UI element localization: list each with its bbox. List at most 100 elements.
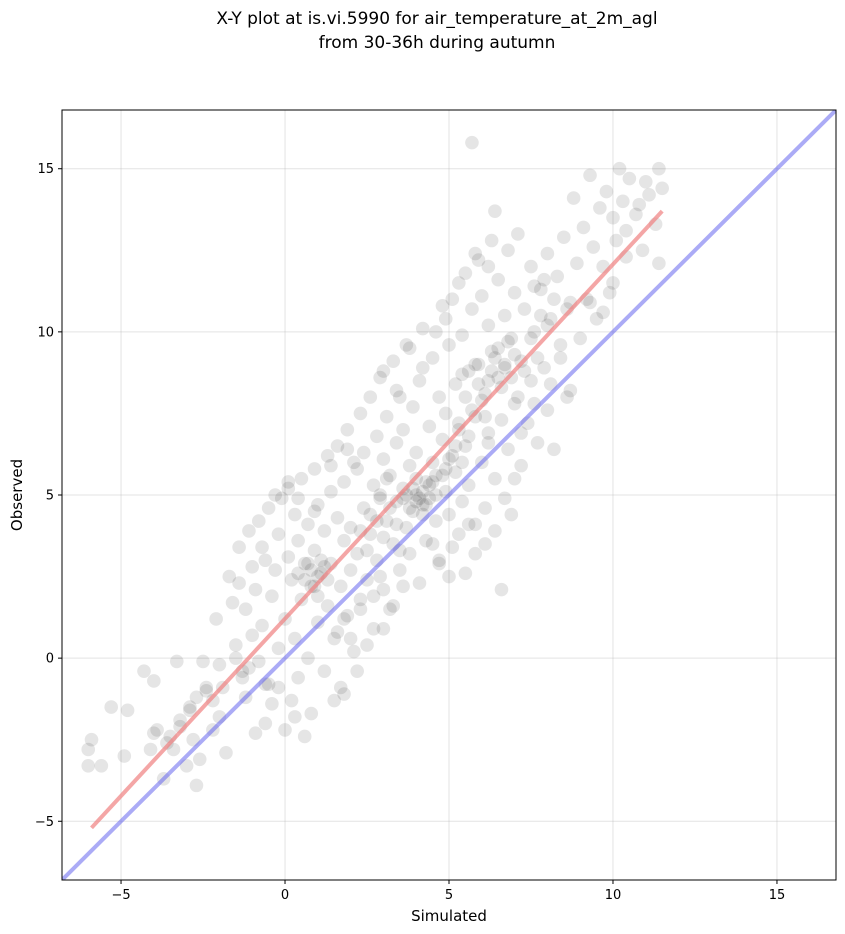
scatter-point	[468, 246, 483, 261]
scatter-point	[442, 569, 456, 584]
scatter-point	[468, 357, 483, 372]
scatter-point	[337, 612, 351, 626]
scatter-point	[258, 553, 273, 568]
scatter-point	[271, 527, 286, 541]
scatter-point	[409, 488, 424, 502]
scatter-point	[137, 664, 151, 678]
scatter-point	[242, 661, 256, 675]
scatter-point	[393, 390, 407, 404]
scatter-point	[389, 517, 404, 532]
scatter-point	[373, 488, 387, 502]
scatter-point	[412, 491, 427, 506]
scatter-point	[209, 612, 223, 626]
scatter-point	[340, 442, 355, 457]
scatter-point	[478, 537, 492, 551]
scatter-point	[514, 458, 528, 473]
scatter-point	[527, 325, 542, 339]
y-tick-label: 0	[46, 652, 54, 667]
scatter-point	[330, 439, 345, 453]
scatter-point	[327, 631, 342, 646]
scatter-point	[465, 302, 479, 316]
scatter-point	[547, 292, 561, 307]
scatter-point	[81, 742, 96, 757]
scatter-point	[222, 569, 237, 584]
scatter-point	[511, 390, 525, 404]
scatter-point	[301, 651, 315, 665]
scatter-point	[494, 582, 509, 597]
scatter-point	[501, 442, 515, 457]
scatter-point	[415, 497, 430, 512]
scatter-point	[402, 546, 417, 561]
scatter-point	[389, 435, 404, 450]
scatter-point	[402, 501, 417, 515]
scatter-point	[333, 579, 348, 594]
scatter-point	[376, 582, 391, 597]
scatter-point	[268, 563, 282, 577]
scatter-point	[386, 354, 401, 369]
scatter-point	[419, 533, 433, 548]
scatter-point	[497, 308, 512, 323]
scatter-point	[543, 312, 558, 326]
scatter-point	[393, 563, 407, 577]
scatter-point	[327, 693, 342, 708]
scatter-point	[527, 279, 542, 293]
scatter-point	[616, 194, 630, 209]
scatter-point	[376, 452, 391, 466]
scatter-point	[632, 197, 647, 212]
scatter-point	[442, 452, 456, 466]
scatter-point	[642, 188, 656, 202]
scatter-point	[484, 364, 499, 378]
scatter-point	[455, 455, 469, 470]
scatter-point	[484, 233, 499, 248]
scatter-points	[81, 135, 669, 793]
y-axis: −5 0 5 10 15	[35, 162, 62, 830]
scatter-point	[288, 710, 302, 724]
scatter-point	[337, 533, 351, 548]
scatter-point	[232, 540, 246, 555]
scatter-point	[337, 687, 351, 701]
scatter-point	[497, 357, 512, 372]
scatter-point	[396, 579, 410, 594]
scatter-point	[284, 573, 299, 587]
scatter-point	[471, 377, 486, 391]
scatter-point	[652, 161, 666, 176]
scatter-point	[320, 599, 335, 613]
scatter-point	[261, 677, 276, 692]
scatter-point	[366, 589, 381, 603]
scatter-point	[537, 360, 551, 375]
scatter-point	[474, 289, 489, 303]
scatter-point	[412, 576, 427, 590]
scatter-point	[534, 308, 548, 323]
scatter-point	[373, 491, 387, 506]
scatter-point	[297, 729, 312, 744]
scatter-point	[179, 759, 194, 773]
scatter-point	[583, 168, 597, 183]
scatter-point	[363, 390, 378, 404]
scatter-point	[504, 507, 519, 522]
scatter-point	[304, 706, 319, 721]
scatter-point	[297, 556, 312, 571]
scatter-point	[425, 351, 440, 365]
scatter-point	[379, 471, 394, 486]
scatter-point	[291, 533, 305, 548]
scatter-point	[356, 445, 371, 460]
scatter-point	[251, 514, 266, 528]
scatter-point	[317, 664, 332, 678]
scatter-point	[553, 338, 568, 352]
scatter-point	[386, 599, 401, 613]
scatter-point	[242, 524, 256, 538]
scatter-point	[370, 429, 384, 444]
scatter-point	[294, 471, 309, 486]
identity-line	[62, 110, 836, 880]
scatter-point	[333, 680, 348, 695]
scatter-point	[363, 507, 378, 522]
chart-subtitle: from 30-36h during autumn	[319, 33, 556, 53]
scatter-point	[383, 468, 397, 483]
scatter-point	[638, 174, 653, 189]
scatter-point	[373, 569, 387, 584]
scatter-point	[330, 625, 345, 639]
scatter-point	[488, 204, 502, 218]
scatter-point	[271, 680, 286, 695]
scatter-point	[409, 445, 424, 460]
scatter-point	[507, 347, 522, 362]
